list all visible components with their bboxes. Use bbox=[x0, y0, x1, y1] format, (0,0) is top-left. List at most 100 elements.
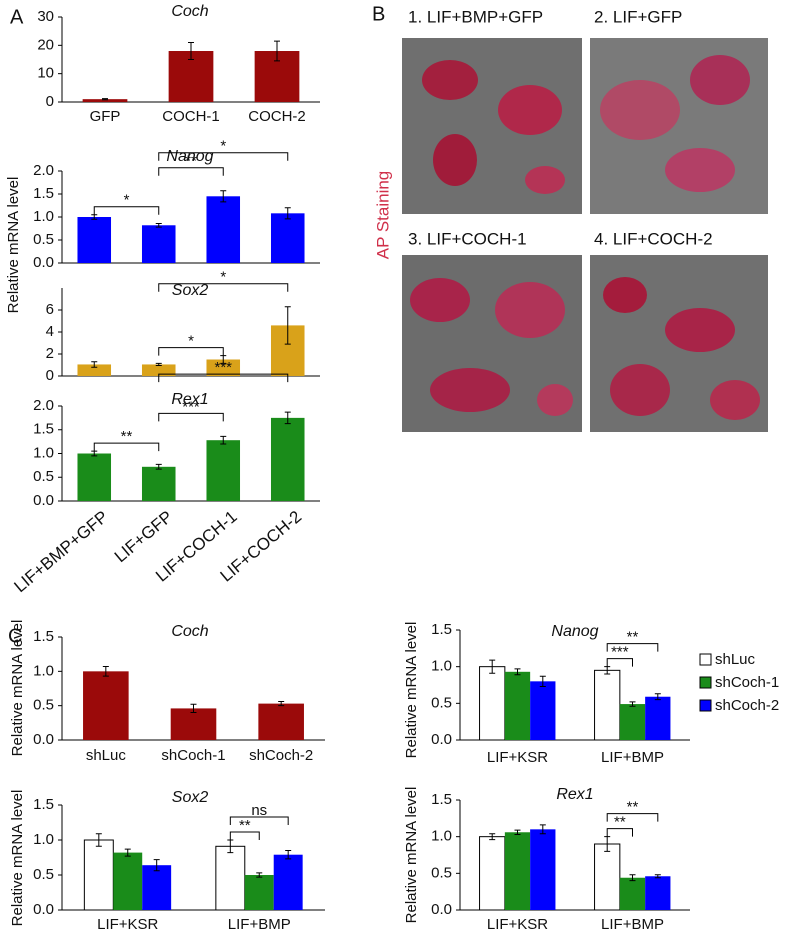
error-bar bbox=[220, 435, 227, 445]
bar bbox=[77, 217, 112, 263]
x-tick-label: LIF+KSR bbox=[487, 749, 548, 766]
error-bar bbox=[654, 874, 661, 879]
bar bbox=[645, 876, 671, 910]
sig-bracket bbox=[158, 347, 224, 356]
bar bbox=[619, 704, 646, 740]
sig-bracket bbox=[229, 816, 289, 825]
error-bar bbox=[124, 848, 131, 857]
bar bbox=[273, 854, 303, 910]
error-bar bbox=[256, 872, 263, 878]
sig-label: ** bbox=[121, 428, 133, 445]
y-tick-label: 1.5 bbox=[33, 796, 54, 813]
image-caption: 2. LIF+GFP bbox=[594, 7, 682, 26]
error-bar bbox=[274, 40, 280, 62]
error-bar bbox=[284, 306, 291, 345]
error-bar bbox=[153, 859, 160, 872]
error-bar bbox=[188, 42, 194, 60]
micrograph bbox=[590, 38, 768, 214]
y-tick-label: 0.0 bbox=[431, 901, 452, 918]
bar bbox=[83, 671, 129, 740]
bar bbox=[594, 669, 621, 741]
y-tick-label: 1.5 bbox=[33, 185, 54, 202]
y-tick-label: 0.0 bbox=[431, 731, 452, 748]
sig-label: ** bbox=[627, 629, 639, 646]
sig-label: *** bbox=[182, 398, 200, 415]
sig-bracket bbox=[158, 167, 224, 176]
bar bbox=[142, 865, 172, 910]
bar bbox=[270, 417, 305, 501]
y-tick-label: 1.5 bbox=[33, 628, 54, 645]
sig-label: * bbox=[124, 192, 130, 209]
x-tick-label: shLuc bbox=[86, 747, 127, 764]
y-tick-label: 0.0 bbox=[33, 731, 54, 748]
bar bbox=[479, 666, 506, 741]
legend-label: shCoch-2 bbox=[715, 697, 779, 714]
bar bbox=[244, 875, 274, 910]
x-tick-label: LIF+BMP+GFP bbox=[10, 507, 111, 596]
sig-label: * bbox=[220, 138, 226, 155]
x-tick-label: GFP bbox=[90, 108, 121, 125]
y-tick-label: 2 bbox=[46, 345, 54, 362]
bar bbox=[270, 213, 305, 263]
chart-title: Sox2 bbox=[172, 789, 209, 806]
y-axis-label: Relative mRNA level bbox=[9, 790, 26, 927]
error-bar bbox=[629, 874, 636, 882]
error-bar bbox=[278, 701, 285, 707]
bar bbox=[258, 703, 304, 740]
sig-label: ** bbox=[239, 817, 251, 834]
bar bbox=[141, 225, 176, 263]
legend-swatch bbox=[699, 676, 712, 689]
bar bbox=[83, 839, 114, 911]
y-tick-label: 0.5 bbox=[33, 697, 54, 714]
sig-bracket bbox=[93, 442, 160, 452]
error-bar bbox=[654, 693, 661, 701]
y-tick-label: 0 bbox=[46, 367, 54, 384]
y-tick-label: 0.0 bbox=[33, 901, 54, 918]
y-tick-label: 1.0 bbox=[33, 662, 54, 679]
error-bar bbox=[220, 190, 227, 203]
x-tick-label: LIF+KSR bbox=[97, 916, 158, 933]
y-tick-label: 1.0 bbox=[33, 444, 54, 461]
bar bbox=[594, 843, 621, 911]
sig-bracket bbox=[158, 373, 289, 383]
micrograph bbox=[402, 38, 582, 214]
bar bbox=[206, 196, 241, 263]
error-bar bbox=[155, 463, 162, 470]
chart-title: Rex1 bbox=[171, 391, 208, 408]
y-axis-label: Relative mRNA level bbox=[403, 787, 420, 924]
y-tick-label: 6 bbox=[46, 301, 54, 318]
sig-bracket bbox=[158, 152, 289, 161]
bar bbox=[530, 681, 556, 740]
chart-title: Coch bbox=[171, 3, 208, 20]
y-axis-label: Relative mRNA level bbox=[403, 622, 420, 759]
error-bar bbox=[91, 361, 98, 368]
micrograph bbox=[590, 255, 768, 432]
sig-bracket bbox=[93, 206, 160, 215]
y-tick-label: 0.5 bbox=[33, 231, 54, 248]
error-bar bbox=[539, 675, 546, 687]
y-tick-label: 0.5 bbox=[431, 864, 452, 881]
error-bar bbox=[284, 207, 291, 220]
error-bar bbox=[285, 850, 292, 860]
x-tick-label: shCoch-2 bbox=[249, 747, 313, 764]
sig-label: * bbox=[188, 333, 194, 350]
y-tick-label: 0.0 bbox=[33, 492, 54, 509]
sig-label: ns bbox=[251, 802, 267, 819]
bar bbox=[141, 466, 176, 501]
y-axis-label: Relative mRNA level bbox=[9, 620, 26, 757]
x-tick-label: shCoch-1 bbox=[161, 747, 225, 764]
bar bbox=[82, 99, 128, 102]
legend-label: shLuc bbox=[715, 651, 756, 668]
micrograph bbox=[402, 255, 582, 432]
error-bar bbox=[604, 836, 611, 852]
bar bbox=[206, 440, 241, 501]
sig-bracket bbox=[158, 283, 289, 292]
sig-label: *** bbox=[214, 359, 232, 376]
legend-swatch bbox=[699, 653, 712, 666]
x-tick-label: COCH-2 bbox=[248, 108, 306, 125]
error-bar bbox=[190, 703, 197, 714]
bar bbox=[530, 829, 556, 910]
panel-label: C bbox=[8, 625, 22, 647]
y-tick-label: 1.5 bbox=[431, 791, 452, 808]
y-tick-label: 1.5 bbox=[33, 421, 54, 438]
